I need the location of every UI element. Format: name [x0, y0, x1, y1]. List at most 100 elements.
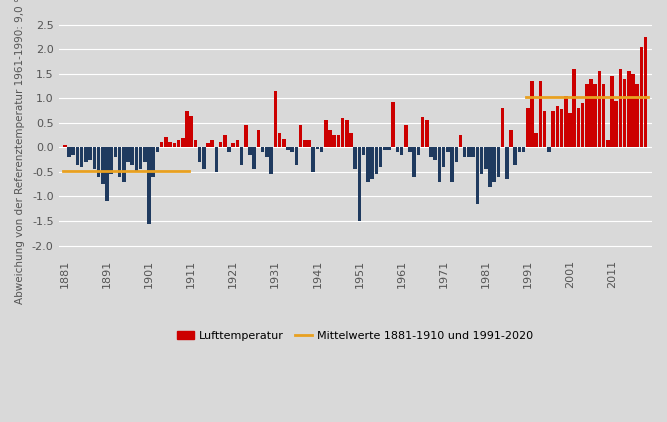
Bar [412, 147, 416, 177]
Bar [109, 147, 113, 174]
Bar [219, 141, 222, 147]
Bar [315, 147, 319, 149]
Bar [299, 125, 302, 147]
Bar [311, 147, 315, 172]
Bar [93, 147, 96, 170]
Bar [337, 135, 340, 147]
Bar [434, 147, 437, 160]
Bar [480, 147, 484, 174]
Bar [126, 147, 130, 162]
Bar [286, 147, 289, 150]
Bar [290, 147, 294, 152]
Bar [589, 79, 593, 147]
Bar [614, 101, 618, 147]
Bar [307, 140, 311, 147]
Bar [543, 111, 546, 147]
Bar [526, 108, 530, 147]
Bar [631, 74, 635, 147]
Bar [497, 147, 500, 177]
Bar [248, 147, 252, 155]
Bar [168, 141, 172, 147]
Bar [594, 84, 597, 147]
Bar [358, 147, 362, 221]
Bar [547, 147, 551, 152]
Bar [147, 147, 151, 225]
Bar [227, 147, 231, 152]
Bar [177, 140, 180, 147]
Bar [261, 147, 265, 152]
Bar [362, 147, 366, 155]
Bar [522, 147, 526, 152]
Bar [341, 118, 344, 147]
Bar [370, 147, 374, 179]
Bar [122, 147, 125, 182]
Bar [118, 147, 121, 177]
Bar [387, 147, 391, 150]
Bar [231, 143, 235, 147]
Bar [472, 147, 475, 157]
Bar [636, 84, 639, 147]
Bar [627, 71, 630, 147]
Bar [206, 143, 209, 147]
Bar [257, 130, 260, 147]
Bar [295, 147, 298, 165]
Bar [430, 147, 433, 157]
Bar [518, 147, 521, 152]
Bar [476, 147, 479, 204]
Bar [160, 141, 163, 147]
Bar [534, 133, 538, 147]
Bar [640, 47, 643, 147]
Bar [404, 125, 408, 147]
Bar [556, 106, 559, 147]
Bar [303, 140, 307, 147]
Bar [210, 140, 214, 147]
Bar [383, 147, 387, 150]
Bar [63, 145, 67, 147]
Bar [379, 147, 382, 167]
Bar [463, 147, 466, 157]
Bar [197, 147, 201, 162]
Bar [131, 147, 134, 165]
Bar [610, 76, 614, 147]
Bar [619, 69, 622, 147]
Bar [484, 147, 488, 170]
Bar [155, 147, 159, 152]
Bar [282, 138, 285, 147]
Bar [564, 96, 568, 147]
Bar [151, 147, 155, 177]
Bar [277, 133, 281, 147]
Bar [442, 147, 446, 167]
Bar [185, 111, 189, 147]
Bar [408, 147, 412, 152]
Bar [105, 147, 109, 201]
Bar [623, 79, 626, 147]
Bar [189, 116, 193, 147]
Bar [324, 120, 327, 147]
Bar [135, 147, 138, 172]
Bar [585, 84, 588, 147]
Bar [598, 71, 601, 147]
Bar [467, 147, 471, 157]
Bar [101, 147, 105, 184]
Bar [215, 147, 218, 172]
Bar [606, 140, 610, 147]
Bar [67, 147, 71, 157]
Bar [71, 147, 75, 155]
Bar [332, 135, 336, 147]
Bar [450, 147, 454, 182]
Bar [273, 91, 277, 147]
Bar [193, 140, 197, 147]
Bar [400, 147, 404, 155]
Bar [143, 147, 147, 162]
Bar [459, 135, 462, 147]
Bar [560, 109, 564, 147]
Bar [76, 147, 79, 165]
Legend: Lufttemperatur, Mittelwerte 1881-1910 und 1991-2020: Lufttemperatur, Mittelwerte 1881-1910 un… [177, 331, 534, 341]
Bar [505, 147, 508, 179]
Bar [375, 147, 378, 174]
Bar [181, 138, 185, 147]
Bar [328, 130, 331, 147]
Bar [417, 147, 420, 155]
Bar [421, 117, 424, 147]
Bar [530, 81, 534, 147]
